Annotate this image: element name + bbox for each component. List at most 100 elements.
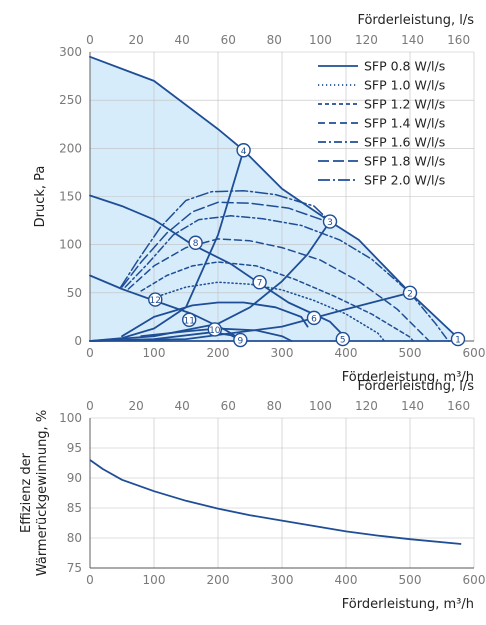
legend-label: SFP 0.8 W/l/s bbox=[364, 59, 445, 74]
legend-label: SFP 2.0 W/l/s bbox=[364, 173, 445, 188]
x2-tick-label: 100 bbox=[309, 399, 332, 413]
marker-label: 1 bbox=[455, 336, 461, 346]
x-tick-label: 600 bbox=[463, 573, 486, 587]
marker-circle bbox=[402, 285, 418, 301]
x-tick-label: 500 bbox=[399, 346, 422, 360]
y-tick-label: 80 bbox=[67, 531, 82, 545]
pressure-chart: 0 100 200 300 400 500 600 0 50 100 150 200 250 300 0 20… bbox=[33, 13, 485, 385]
marker-circle bbox=[233, 332, 248, 348]
envelope-curve bbox=[89, 55, 463, 342]
legend-label: SFP 1.4 W/l/s bbox=[364, 116, 445, 131]
y-tick-label: 0 bbox=[74, 334, 82, 348]
y-axis-label: Effizienz derWärmerückgewinnung, % bbox=[19, 410, 50, 576]
sfp-curve-6 bbox=[121, 201, 328, 288]
marker-circle bbox=[236, 143, 251, 158]
sfp-curve-3 bbox=[140, 261, 414, 342]
sfp-curve-2 bbox=[153, 281, 386, 342]
x2-tick-label: 140 bbox=[401, 399, 424, 413]
efficiency-chart: 0 100 200 300 400 500 600 75 80 85 90 95 100 0 20 40 60 8… bbox=[19, 379, 485, 612]
marker-label: 6 bbox=[311, 314, 317, 324]
marker-circle bbox=[322, 214, 338, 229]
x2-tick-label: 0 bbox=[86, 399, 94, 413]
x-tick-label: 200 bbox=[207, 573, 230, 587]
legend: SFP 0.8 W/l/s SFP 1.0 W/l/s SFP 1.2 W/l/s S… bbox=[318, 59, 445, 188]
x2-tick-label: 40 bbox=[175, 399, 190, 413]
x2-tick-label: 100 bbox=[309, 33, 332, 47]
x2-tick-label: 20 bbox=[128, 33, 143, 47]
x-axis-label: Förderleistung, m³/h bbox=[342, 597, 474, 612]
y-tick-label: 85 bbox=[67, 501, 82, 515]
x2-tick-label: 40 bbox=[175, 33, 190, 47]
fan-curve-ramp bbox=[121, 301, 309, 338]
marker-label: 12 bbox=[150, 296, 161, 306]
x2-tick-label: 120 bbox=[355, 33, 378, 47]
x2-tick-label: 160 bbox=[447, 33, 470, 47]
y-tick-label: 90 bbox=[67, 471, 82, 485]
x2-tick-label: 0 bbox=[86, 33, 94, 47]
fan-curve-low bbox=[89, 274, 245, 342]
x-tick-label: 300 bbox=[271, 573, 294, 587]
efficiency-line bbox=[89, 459, 462, 545]
y-tick-label: 100 bbox=[59, 238, 82, 252]
x2-tick-label: 60 bbox=[221, 399, 236, 413]
y-axis-label-line: Effizienz der bbox=[19, 452, 34, 533]
sfp-curve-4 bbox=[127, 238, 430, 342]
x2-tick-label: 140 bbox=[401, 33, 424, 47]
y-axis-label: Druck, Pa bbox=[33, 166, 48, 228]
x-tick-label: 100 bbox=[143, 346, 166, 360]
marker-label: 11 bbox=[183, 316, 194, 326]
marker-label: 9 bbox=[238, 337, 244, 347]
marker-circle bbox=[181, 312, 197, 328]
x-tick-label: 600 bbox=[463, 346, 486, 360]
y-tick-label: 75 bbox=[67, 561, 82, 575]
y-axis-label-line: Wärmerückgewinnung, % bbox=[35, 410, 50, 576]
marker-label: 5 bbox=[340, 336, 346, 346]
y-tick-label: 200 bbox=[59, 141, 82, 155]
x-axis-label: Förderleistung, m³/h bbox=[342, 370, 474, 385]
legend-label: SFP 1.8 W/l/s bbox=[364, 154, 445, 169]
x-tick-label: 100 bbox=[143, 573, 166, 587]
x2-tick-label: 80 bbox=[267, 33, 282, 47]
marker-label: 8 bbox=[193, 239, 199, 249]
y-tick-label: 95 bbox=[67, 441, 82, 455]
x2-tick-label: 60 bbox=[221, 33, 236, 47]
marker-circle bbox=[450, 331, 466, 347]
x2-axis-label: Förderleistung, l/s bbox=[357, 379, 474, 394]
marker-label: 10 bbox=[209, 326, 221, 336]
y-tick-label: 250 bbox=[59, 93, 82, 107]
fan-curve-small bbox=[140, 327, 293, 342]
marker-label: 2 bbox=[407, 289, 413, 299]
x-tick-label: 400 bbox=[335, 346, 358, 360]
x-tick-label: 0 bbox=[86, 346, 94, 360]
x-tick-label: 400 bbox=[335, 573, 358, 587]
marker-circle bbox=[148, 292, 163, 307]
x-tick-label: 500 bbox=[399, 573, 422, 587]
x-tick-label: 300 bbox=[271, 346, 294, 360]
x2-tick-label: 160 bbox=[447, 399, 470, 413]
x-tick-label: 0 bbox=[86, 573, 94, 587]
marker-label: 7 bbox=[257, 279, 263, 289]
y-tick-label: 150 bbox=[59, 190, 82, 204]
x2-axis-label: Förderleistung, l/s bbox=[357, 13, 474, 28]
marker-circle bbox=[252, 275, 267, 290]
marker-circle bbox=[306, 310, 322, 326]
legend-label: SFP 1.6 W/l/s bbox=[364, 135, 445, 150]
marker-label: 3 bbox=[327, 218, 333, 228]
marker-circle bbox=[188, 235, 203, 250]
y-tick-label: 100 bbox=[59, 411, 82, 425]
marker-circle bbox=[335, 331, 350, 347]
x2-tick-label: 120 bbox=[355, 399, 378, 413]
legend-label: SFP 1.2 W/l/s bbox=[364, 97, 445, 112]
legend-label: SFP 1.0 W/l/s bbox=[364, 78, 445, 93]
operating-area bbox=[90, 56, 462, 342]
y-tick-label: 300 bbox=[59, 45, 82, 59]
y-tick-label: 50 bbox=[67, 286, 82, 300]
sfp-curve-7 bbox=[119, 189, 331, 288]
x2-tick-label: 20 bbox=[128, 399, 143, 413]
marker-label: 4 bbox=[241, 147, 247, 157]
system-curve-3 bbox=[89, 220, 331, 342]
x2-tick-label: 80 bbox=[267, 399, 282, 413]
marker-circle bbox=[207, 322, 223, 337]
x-tick-label: 200 bbox=[207, 346, 230, 360]
